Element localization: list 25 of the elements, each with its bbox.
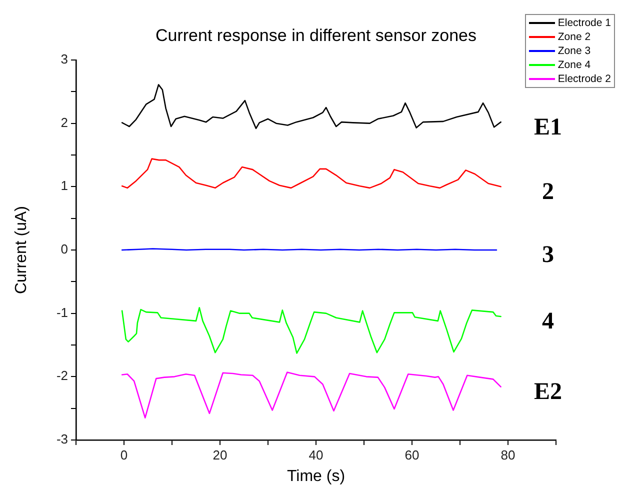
annotation: 3 [542, 242, 554, 268]
y-tick-label: -3 [56, 432, 68, 447]
legend-label: Electrode 2 [558, 73, 611, 85]
y-tick-label: 3 [60, 52, 68, 67]
annotation: 2 [542, 178, 554, 205]
x-tick-label: 60 [404, 447, 420, 462]
y-tick-label: 1 [60, 178, 68, 194]
annotation: E2 [534, 379, 562, 406]
x-axis-title: Time (s) [286, 468, 346, 485]
legend-label: Zone 2 [558, 31, 591, 43]
x-tick-label: 20 [212, 447, 228, 462]
legend-label: Zone 3 [558, 45, 591, 57]
x-tick-label: 40 [308, 447, 324, 462]
x-tick-label: 0 [120, 447, 128, 462]
y-tick-label: -2 [56, 368, 68, 384]
y-axis-title: Current (uA) [13, 206, 30, 294]
legend-label: Electrode 1 [558, 17, 611, 29]
y-tick-label: 2 [60, 114, 68, 130]
x-tick-label: 80 [500, 447, 516, 462]
annotation: E1 [534, 114, 562, 140]
chart-title: Current response in different sensor zones [154, 26, 478, 46]
y-tick-label: -1 [56, 304, 68, 320]
y-tick-label: 0 [60, 242, 68, 257]
annotation: 4 [542, 308, 554, 335]
legend-label: Zone 4 [558, 59, 591, 71]
